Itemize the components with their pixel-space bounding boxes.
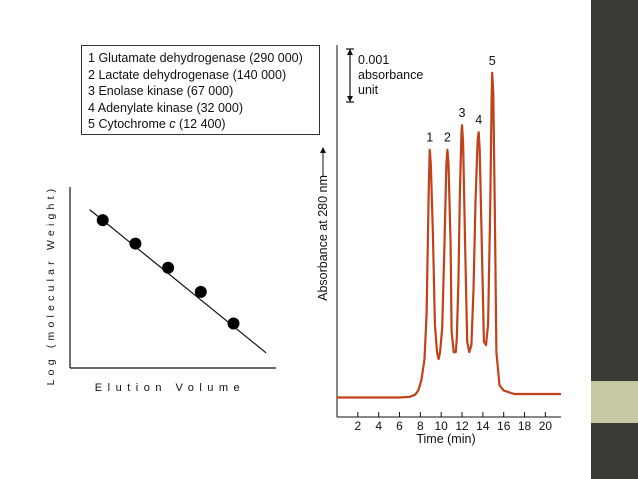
chromatogram-chart: 2 4 6 8 10 12 14 16 18 20 1 23 45 0.001 absorbance … bbox=[316, 45, 561, 446]
slide-sidebar bbox=[591, 0, 638, 479]
mw-data-point bbox=[129, 237, 142, 250]
x-tick-label: 4 bbox=[375, 419, 382, 433]
legend-item: 3 Enolase kinase (67 000) bbox=[88, 84, 234, 98]
x-tick-label: 18 bbox=[518, 419, 532, 433]
peak-label: 4 bbox=[475, 113, 482, 127]
mw-data-point bbox=[162, 261, 175, 274]
mw-data-point bbox=[96, 214, 109, 227]
protein-legend: 1 Glutamate dehydrogenase (290 000) 2 La… bbox=[81, 45, 320, 135]
chromatogram-x-axis-label: Time (min) bbox=[416, 432, 475, 446]
scale-bar-label-2: unit bbox=[358, 83, 379, 97]
mw-data-point bbox=[194, 285, 207, 298]
mw-y-axis-label: Log (molecular Weight) bbox=[45, 185, 57, 386]
x-tick-label: 2 bbox=[354, 419, 361, 433]
peak-label: 5 bbox=[489, 54, 496, 68]
legend-item: 1 Glutamate dehydrogenase (290 000) bbox=[88, 51, 303, 65]
mw-calibration-chart: Log (molecular Weight) Elution Volume bbox=[45, 185, 276, 394]
x-tick-label: 10 bbox=[435, 419, 449, 433]
x-tick-label: 14 bbox=[476, 419, 490, 433]
sidebar-segment-middle bbox=[591, 381, 638, 423]
legend-item: 2 Lactate dehydrogenase (140 000) bbox=[88, 67, 287, 82]
chromatogram-y-axis-label: Absorbance at 280 nm bbox=[316, 175, 330, 301]
y-axis-arrow bbox=[320, 147, 326, 177]
x-tick-label: 16 bbox=[497, 419, 511, 433]
x-tick-label: 6 bbox=[396, 419, 403, 433]
peak-label: 2 bbox=[444, 131, 451, 145]
scale-bar-value: 0.001 bbox=[358, 53, 389, 67]
mw-trendline bbox=[89, 209, 267, 354]
x-tick-label: 8 bbox=[417, 419, 424, 433]
mw-data-point bbox=[227, 317, 240, 330]
mw-x-axis-label: Elution Volume bbox=[95, 382, 245, 394]
sidebar-segment-bottom bbox=[591, 423, 638, 479]
sidebar-segment-top bbox=[591, 0, 638, 381]
legend-item: 5 Cytochrome c (12 400) bbox=[88, 117, 226, 131]
scale-bar-label-1: absorbance bbox=[358, 68, 423, 82]
peak-label: 1 bbox=[426, 131, 433, 145]
x-tick-label: 12 bbox=[455, 419, 469, 433]
absorbance-trace bbox=[337, 71, 561, 399]
legend-item: 4 Adenylate kinase (32 000) bbox=[88, 100, 243, 115]
x-tick-label: 20 bbox=[539, 419, 553, 433]
peak-label: 3 bbox=[459, 106, 466, 120]
absorbance-scale-bar bbox=[346, 48, 354, 103]
